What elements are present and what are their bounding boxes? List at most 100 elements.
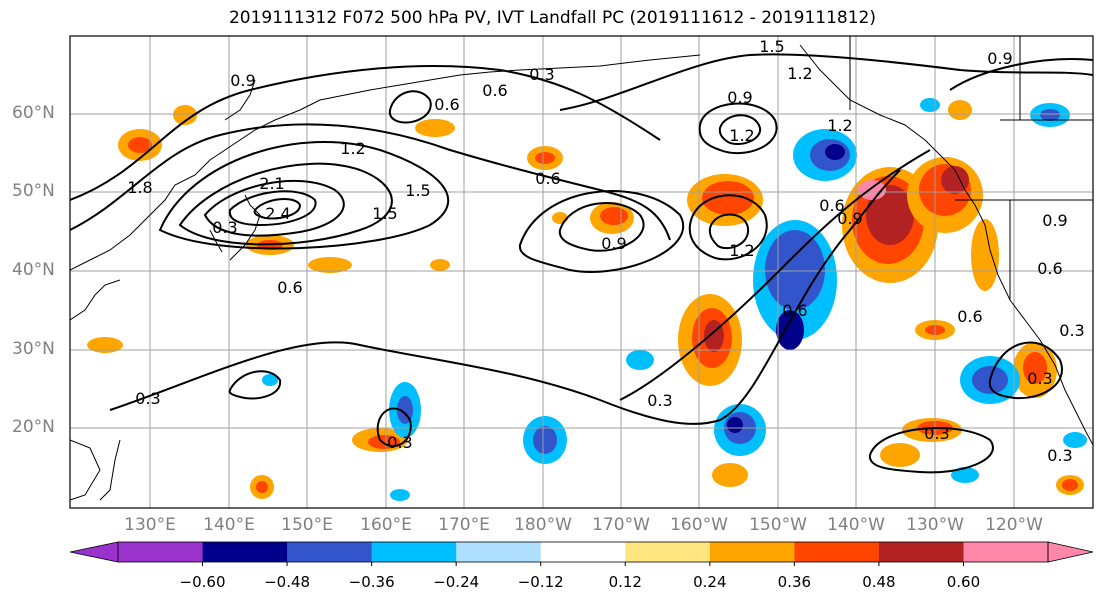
contour-label: 0.6: [957, 307, 982, 326]
lat-tick-label: 20°N: [12, 417, 55, 437]
lon-tick-label: 150°W: [749, 515, 807, 535]
colorbar-tick-label: 0.60: [946, 573, 981, 591]
contour-label: 1.2: [729, 241, 754, 260]
pv-contour: [868, 427, 994, 474]
pv-contour: [708, 213, 750, 250]
lon-tick-label: 140°W: [827, 515, 885, 535]
lat-tick-label: 30°N: [12, 339, 55, 359]
contour-label: 0.9: [987, 49, 1012, 68]
anomaly-shading: [262, 374, 278, 386]
pv-contour: [158, 140, 450, 250]
anomaly-shading: [712, 463, 748, 487]
anomaly-shading: [87, 337, 123, 353]
pv-contour: [388, 90, 432, 124]
pv-contour: [949, 58, 1093, 91]
contour-label: 0.3: [924, 424, 949, 443]
chart-title: 2019111312 F072 500 hPa PV, IVT Landfall…: [228, 8, 876, 28]
anomaly-shading: [971, 219, 999, 291]
anomaly-shading: [533, 426, 557, 454]
lon-tick-label: 120°W: [985, 515, 1043, 535]
anomaly-shading: [415, 119, 455, 137]
colorbar-tick-label: 0.24: [693, 573, 727, 591]
lat-tick-label: 50°N: [12, 181, 55, 201]
pv-contour: [70, 65, 661, 201]
anomaly-shading: [858, 180, 886, 200]
contour-label: 1.2: [729, 126, 754, 145]
colorbar-bin: [963, 542, 1049, 562]
contour-label: 1.5: [759, 37, 784, 56]
anomaly-shading: [825, 144, 845, 160]
colorbar-tick-label: −0.12: [517, 573, 564, 591]
pv-contour: [698, 102, 778, 155]
colorbar-frame: [117, 541, 1049, 563]
colorbar-tick-label: −0.48: [264, 573, 311, 591]
contour-label: 0.6: [819, 196, 844, 215]
anomaly-shading: [727, 417, 743, 433]
coastline: [70, 439, 101, 501]
pv-contour: [228, 190, 317, 227]
colorbar-bin: [202, 542, 288, 562]
contour-label: 1.8: [127, 178, 152, 197]
contour-label: 0.9: [1042, 211, 1067, 230]
contour-label: 0.9: [230, 71, 255, 90]
pv-contour: [988, 341, 1063, 400]
pv-contour: [253, 198, 302, 220]
contour-label: 1.2: [787, 64, 812, 83]
lon-tick-label: 180°W: [514, 515, 572, 535]
anomaly-shading: [600, 207, 628, 225]
anomaly-shading: [776, 310, 804, 350]
anomaly-shading: [880, 443, 920, 467]
colorbar-tick-label: 0.12: [608, 573, 642, 591]
anomaly-shading: [1040, 109, 1060, 121]
contour-label: 2.4: [265, 204, 290, 223]
colorbar-bin: [371, 542, 457, 562]
pv-contour: [203, 179, 345, 237]
colorbar-tick-label: 0.48: [862, 573, 896, 591]
lon-tick-label: 160°E: [360, 515, 412, 535]
contour-label: 0.6: [434, 95, 459, 114]
colorbar-bin: [878, 542, 964, 562]
pv-contour: [178, 162, 393, 246]
lon-tick-label: 170°E: [438, 515, 490, 535]
contour-label: 2.1: [259, 174, 284, 193]
anomaly-shading: [535, 152, 555, 164]
pv-contour: [376, 407, 412, 447]
anomaly-shading: [128, 137, 152, 153]
anomaly-shading: [941, 166, 969, 194]
lat-tick-label: 40°N: [12, 260, 55, 280]
pv-contour: [619, 149, 931, 401]
colorbar-bin: [287, 542, 373, 562]
colorbar-bin: [456, 542, 542, 562]
colorbar-bin: [540, 542, 626, 562]
colorbar-bin: [118, 542, 204, 562]
anomaly-shading: [256, 481, 268, 493]
contour-label: 0.3: [1027, 369, 1052, 388]
pv-contour: [228, 370, 282, 400]
contour-label: 1.5: [372, 204, 397, 223]
colorbar-tick-label: 0.36: [777, 573, 812, 591]
coastline: [224, 79, 256, 121]
contour-label: 0.3: [387, 433, 412, 452]
map-frame: [69, 35, 1094, 509]
anomaly-shading: [1023, 352, 1047, 384]
anomaly-shading: [1062, 479, 1078, 491]
pv-contour: [688, 194, 768, 261]
contour-label: 0.3: [529, 65, 554, 84]
colorbar-tick-label: −0.24: [433, 573, 480, 591]
colorbar-bin: [794, 542, 880, 562]
lon-tick-label: 130°W: [906, 515, 964, 535]
lon-tick-label: 130°E: [124, 515, 176, 535]
anomaly-shading: [626, 350, 654, 370]
contour-label: 0.6: [535, 169, 560, 188]
colorbar-extend-low: [69, 541, 119, 563]
colorbar-tick-label: −0.60: [179, 573, 226, 591]
lon-tick-label: 170°W: [592, 515, 650, 535]
contour-label: 0.3: [1059, 321, 1084, 340]
colorbar-extend-high: [1047, 541, 1094, 563]
pv-contour: [109, 169, 901, 425]
anomaly-shading: [390, 489, 410, 501]
contour-label: 1.2: [340, 139, 365, 158]
contour-label: 1.2: [827, 116, 852, 135]
anomaly-shading: [866, 185, 914, 245]
